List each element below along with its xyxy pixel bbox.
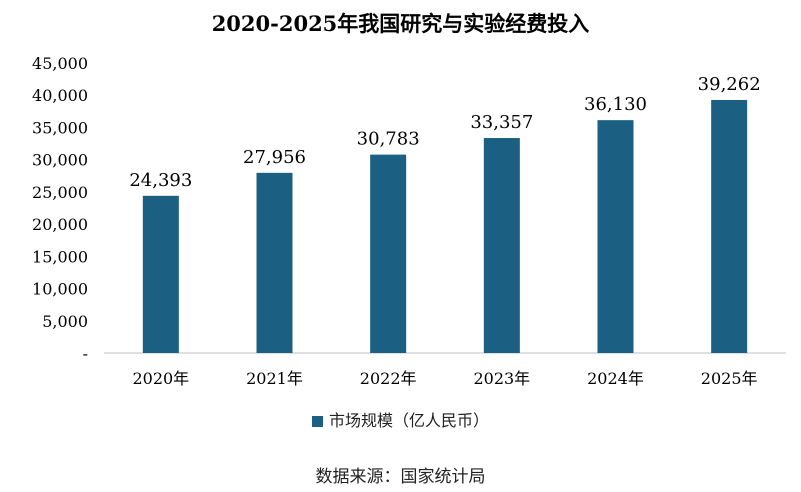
bar (256, 172, 293, 353)
source-note: 数据来源：国家统计局 (315, 467, 486, 487)
x-tick-label: 2022年 (360, 369, 417, 388)
y-tick-label: 30,000 (32, 151, 88, 170)
x-tick-label: 2021年 (246, 369, 303, 388)
y-tick-label: 25,000 (32, 183, 88, 202)
value-label: 39,262 (698, 74, 761, 95)
bar (711, 99, 748, 353)
x-axis: 2020年 2021年 2022年 2023年 2024年 2025年 (104, 352, 786, 388)
y-tick-label: 15,000 (32, 247, 88, 266)
legend: 市场规模（亿人民币） (0, 407, 801, 431)
y-tick-label: 20,000 (32, 215, 88, 234)
y-tick-label: 35,000 (32, 118, 88, 137)
legend-label: 市场规模（亿人民币） (328, 411, 489, 430)
x-tick-label: 2025年 (701, 369, 758, 388)
chart-title: 2020-2025年我国研究与实验经费投入 (211, 11, 590, 36)
y-tick-label: 10,000 (32, 280, 88, 299)
value-label: 24,393 (129, 170, 192, 191)
bar (142, 195, 179, 353)
y-tick-label: 5,000 (42, 312, 88, 331)
value-label: 36,130 (584, 94, 647, 115)
y-tick-label: - (83, 344, 88, 363)
bars (142, 99, 748, 353)
y-axis: - 5,000 10,000 15,000 20,000 25,000 30,000 35,0… (32, 54, 88, 363)
bar (370, 154, 407, 353)
value-label: 33,357 (470, 112, 533, 133)
value-label: 27,956 (243, 147, 306, 168)
value-label: 30,783 (357, 129, 420, 150)
x-tick-label: 2020年 (132, 369, 189, 388)
y-tick-label: 40,000 (32, 86, 88, 105)
bar (483, 138, 520, 353)
y-tick-label: 45,000 (32, 54, 88, 73)
x-tick-label: 2024年 (587, 369, 644, 388)
value-labels: 24,393 27,956 30,783 33,357 36,130 39,262 (129, 74, 760, 191)
x-tick-label: 2023年 (473, 369, 530, 388)
bar (597, 120, 634, 353)
legend-swatch (311, 416, 323, 427)
